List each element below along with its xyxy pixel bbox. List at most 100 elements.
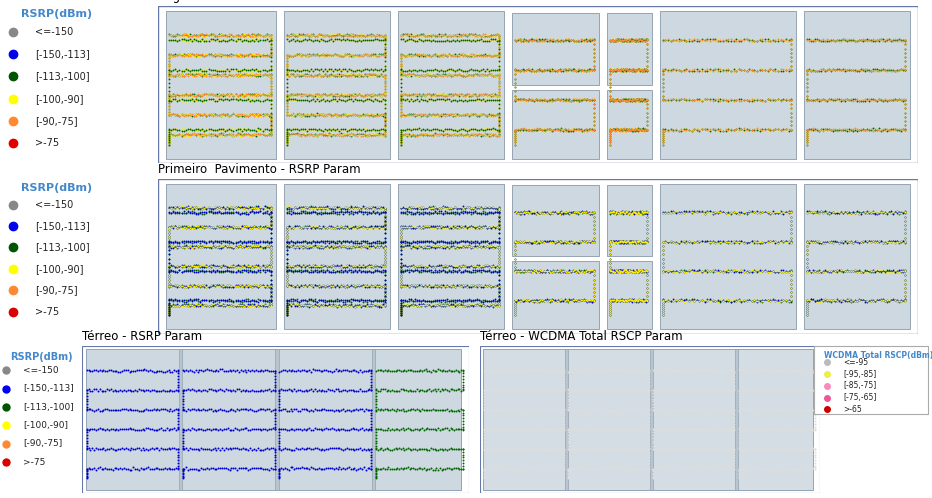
Point: [829, 95, 844, 103]
Point: [295, 261, 310, 269]
Point: [228, 208, 243, 216]
Point: [583, 238, 598, 246]
Point: [742, 208, 757, 216]
Point: [393, 259, 408, 267]
Point: [671, 208, 686, 216]
Point: [172, 223, 187, 231]
Point: [453, 91, 468, 99]
Point: [810, 35, 825, 43]
Point: [646, 386, 661, 394]
Point: [346, 70, 361, 78]
Point: [280, 100, 295, 108]
Point: [703, 67, 718, 75]
Point: [549, 36, 564, 44]
Point: [608, 298, 623, 306]
Point: [540, 266, 555, 274]
Point: [473, 96, 488, 104]
Point: [139, 424, 154, 432]
Point: [854, 296, 869, 304]
Point: [237, 302, 252, 310]
Point: [230, 296, 245, 304]
Point: [771, 35, 786, 43]
Point: [363, 301, 378, 309]
Point: [467, 301, 482, 309]
Point: [453, 126, 468, 134]
Point: [828, 209, 843, 217]
Point: [451, 281, 466, 289]
Point: [323, 51, 338, 59]
Point: [551, 95, 566, 103]
Point: [222, 224, 237, 232]
Point: [234, 209, 249, 217]
Point: [176, 35, 191, 43]
Point: [170, 300, 185, 308]
Point: [557, 367, 572, 374]
Point: [812, 96, 827, 104]
Point: [489, 96, 504, 104]
Point: [486, 262, 500, 270]
Point: [264, 238, 279, 246]
Point: [486, 224, 500, 232]
Point: [461, 238, 476, 246]
Point: [864, 297, 879, 305]
Point: [819, 95, 834, 103]
Point: [491, 111, 506, 119]
Point: [185, 282, 199, 290]
Point: [280, 306, 295, 314]
Point: [616, 239, 631, 247]
Point: [409, 72, 424, 80]
Point: [808, 445, 823, 453]
Point: [246, 464, 261, 472]
Point: [586, 217, 601, 225]
Point: [161, 307, 176, 315]
Point: [198, 367, 212, 374]
Point: [559, 66, 574, 74]
Point: [745, 407, 760, 415]
Point: [828, 125, 843, 133]
Point: [249, 302, 264, 310]
Point: [463, 244, 478, 251]
Point: [491, 109, 506, 117]
Point: [427, 222, 442, 230]
Point: [540, 37, 555, 45]
Point: [605, 237, 620, 245]
Point: [661, 267, 676, 275]
Point: [765, 208, 780, 216]
Point: [350, 111, 364, 119]
Point: [632, 295, 647, 303]
Point: [857, 209, 872, 217]
Point: [479, 96, 494, 104]
Point: [486, 204, 500, 212]
Point: [242, 282, 257, 290]
Point: [627, 208, 642, 216]
Point: [402, 244, 417, 251]
Point: [489, 91, 504, 99]
Point: [425, 205, 440, 213]
Point: [540, 297, 555, 305]
Point: [453, 237, 468, 245]
Point: [309, 205, 324, 213]
Point: [322, 111, 336, 119]
Point: [527, 97, 541, 105]
Point: [368, 407, 383, 415]
Point: [120, 406, 135, 414]
Point: [172, 209, 187, 217]
Point: [264, 224, 279, 232]
Point: [336, 237, 350, 245]
Point: [165, 407, 180, 415]
Point: [280, 65, 295, 73]
Point: [287, 71, 302, 79]
Point: [772, 367, 787, 374]
Point: [447, 31, 462, 39]
Point: [765, 66, 780, 74]
Point: [619, 65, 634, 73]
Point: [882, 208, 897, 216]
Point: [694, 296, 709, 304]
Point: [161, 273, 176, 281]
Point: [637, 209, 652, 217]
Point: [557, 445, 572, 453]
Point: [486, 238, 500, 246]
Point: [423, 242, 438, 249]
Point: [555, 367, 570, 374]
Point: [319, 406, 334, 414]
